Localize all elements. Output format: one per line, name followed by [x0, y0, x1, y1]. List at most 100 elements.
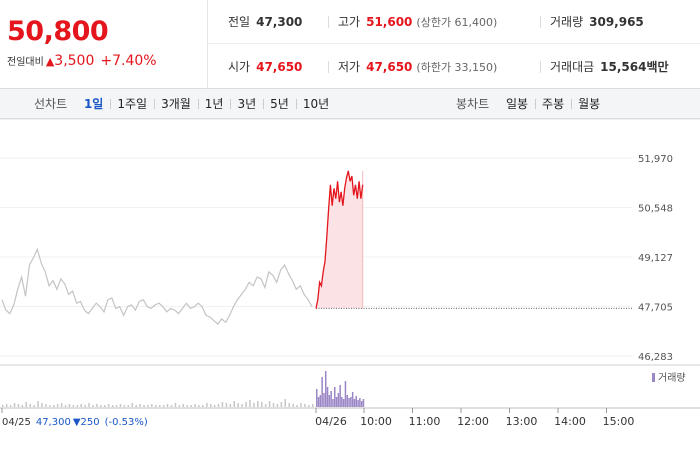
volume-bar-prev [123, 405, 126, 407]
low-label: 저가 [338, 60, 361, 74]
tab-candle-period-1[interactable]: 주봉 [535, 89, 571, 119]
prev-day-change-pct: (-0.53%) [105, 417, 148, 428]
amount-label: 거래대금 [550, 60, 595, 74]
volume-bar-today [325, 371, 327, 407]
volume-bar-prev [312, 404, 314, 407]
upper-limit: (상한가 61,400) [416, 16, 498, 29]
volume-bar-prev [84, 405, 86, 407]
x-tick-label: 11:00 [409, 415, 441, 428]
volume-bar-prev [143, 405, 145, 407]
tab-candle-period-2[interactable]: 월봉 [571, 89, 607, 119]
volume-bar-today [339, 385, 341, 407]
volume-bar-prev [241, 404, 243, 407]
volume-bar-prev [159, 405, 161, 407]
volume-bar-prev [186, 405, 188, 407]
prev-close-value: 47,300 [256, 15, 303, 29]
high-label: 고가 [338, 15, 361, 29]
volume-bar-prev [206, 403, 208, 407]
volume-bar-prev [182, 404, 184, 407]
volume-bar-prev [68, 404, 71, 407]
volume-bar-today [359, 398, 361, 407]
open-cell: 시가 47,650 [228, 45, 302, 89]
tab-line-range-3[interactable]: 1년 [197, 89, 231, 119]
volume-bar-prev [33, 405, 35, 407]
volume-bar-today [344, 381, 347, 407]
open-value: 47,650 [256, 60, 303, 74]
tab-line-range-5[interactable]: 5년 [263, 89, 296, 119]
volume-bar-prev [202, 405, 204, 407]
volume-bar-prev [88, 403, 90, 407]
volume-bar-prev [92, 405, 94, 407]
volume-value: 309,965 [589, 15, 644, 29]
volume-bar-prev [37, 401, 39, 407]
prev-day-change: 250 [81, 417, 100, 428]
change-line: 전일대비 ▲3,500 +7.40% [7, 53, 157, 69]
volume-bar-prev [115, 405, 118, 407]
volume-bar-today [362, 399, 365, 407]
volume-bar-prev [229, 404, 232, 407]
tab-candle-period-0[interactable]: 일봉 [505, 97, 529, 111]
volume-bar-prev [72, 405, 75, 407]
volume-bar-prev [292, 404, 294, 407]
prev-day-date: 04/25 [2, 417, 31, 428]
high-value: 51,600 [366, 15, 413, 29]
prev-day-close: 47,300 [36, 417, 71, 428]
volume-bar-prev [253, 403, 255, 407]
low-value: 47,650 [366, 60, 413, 74]
volume-bar-prev [308, 405, 310, 407]
volume-bar-prev [280, 402, 283, 407]
candle-chart-label: 봉차트 [456, 97, 490, 111]
volume-bar-prev [9, 405, 12, 407]
volume-bar-prev [139, 404, 141, 407]
volume-bar-today [346, 395, 348, 407]
volume-bar-prev [29, 404, 31, 407]
tab-line-range-4[interactable]: 3년 [230, 89, 263, 119]
volume-bar-prev [147, 405, 149, 407]
price-chart: 51,970 50,548 49,127 47,705 46,283 거래량 04/26 10… [0, 119, 700, 428]
volume-bar-today [332, 399, 334, 407]
volume-bar-prev [151, 404, 153, 407]
x-tick-label: 13:00 [506, 415, 538, 428]
volume-bar-prev [261, 402, 263, 407]
tab-line-range-2[interactable]: 3개월 [154, 89, 198, 119]
volume-bar-prev [127, 405, 130, 407]
stats-row-2: 시가 47,650 저가 47,650 (하한가 33,150) 거래대금 15,564… [208, 45, 700, 89]
volume-bar-today [321, 377, 323, 407]
open-label: 시가 [228, 60, 251, 74]
volume-bar-prev [2, 405, 4, 407]
tab-line-range-6[interactable]: 10년 [295, 89, 336, 119]
volume-bar-prev [268, 401, 271, 407]
volume-bar-prev [21, 405, 24, 407]
volume-cell: 거래량 309,965 [540, 0, 644, 44]
volume-bar-prev [288, 403, 290, 407]
lower-limit: (하한가 33,150) [416, 61, 498, 74]
line-chart-label: 선차트 [34, 97, 68, 111]
volume-bar-prev [213, 405, 216, 407]
volume-bar-prev [162, 405, 165, 407]
volume-bar-today [335, 397, 338, 407]
current-price-box: 50,800 전일대비 ▲3,500 +7.40% [0, 0, 208, 89]
volume-bars [2, 371, 365, 407]
volume-bar-prev [131, 403, 133, 407]
volume-bar-prev [296, 405, 298, 407]
volume-bar-prev [300, 403, 302, 407]
current-price: 50,800 [7, 16, 109, 47]
volume-bar-today [323, 393, 325, 407]
today-fill-area [316, 170, 363, 309]
volume-bar-prev [272, 403, 275, 407]
price-summary: 50,800 전일대비 ▲3,500 +7.40% 전일 47,300 고가 51,60… [0, 0, 700, 89]
volume-bar-prev [13, 403, 16, 407]
volume-bar-today [342, 399, 345, 407]
tab-line-range-1[interactable]: 1주일 [110, 89, 154, 119]
amount-cell: 거래대금 15,564백만 [540, 45, 669, 89]
volume-bar-today [353, 399, 356, 407]
volume-bar-prev [53, 405, 55, 407]
volume-bar-prev [155, 405, 157, 407]
volume-bar-prev [225, 403, 228, 407]
amount-unit: 백만 [646, 60, 669, 74]
axis-labels: 51,970 50,548 49,127 47,705 46,283 거래량 04/26 10… [2, 154, 686, 428]
change-value: 3,500 [54, 53, 95, 69]
volume-bar-today [350, 397, 352, 407]
y-tick-label: 47,705 [638, 303, 673, 314]
tab-line-range-0[interactable]: 1일 [83, 97, 104, 111]
